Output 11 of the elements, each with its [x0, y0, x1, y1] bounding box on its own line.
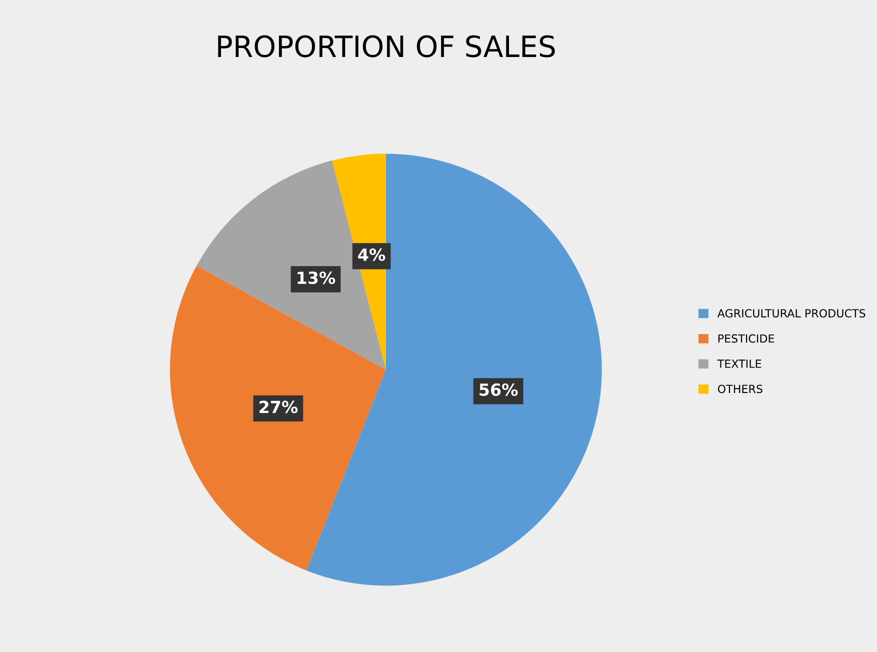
data-label: 4%	[358, 248, 386, 261]
pie-slice	[170, 266, 386, 570]
data-label: 56%	[480, 383, 518, 396]
legend-label: AGRICULTURAL PRODUCTS	[717, 309, 866, 318]
pie-slice	[196, 160, 386, 370]
legend-label: TEXTILE	[717, 360, 762, 368]
legend-label: OTHERS	[718, 384, 762, 394]
data-label: 13%	[298, 271, 336, 284]
legend-label: PESTICIDE	[718, 334, 774, 343]
data-label: 27%	[260, 400, 298, 414]
chart-title: PROPORTION OF SALES	[218, 35, 555, 58]
